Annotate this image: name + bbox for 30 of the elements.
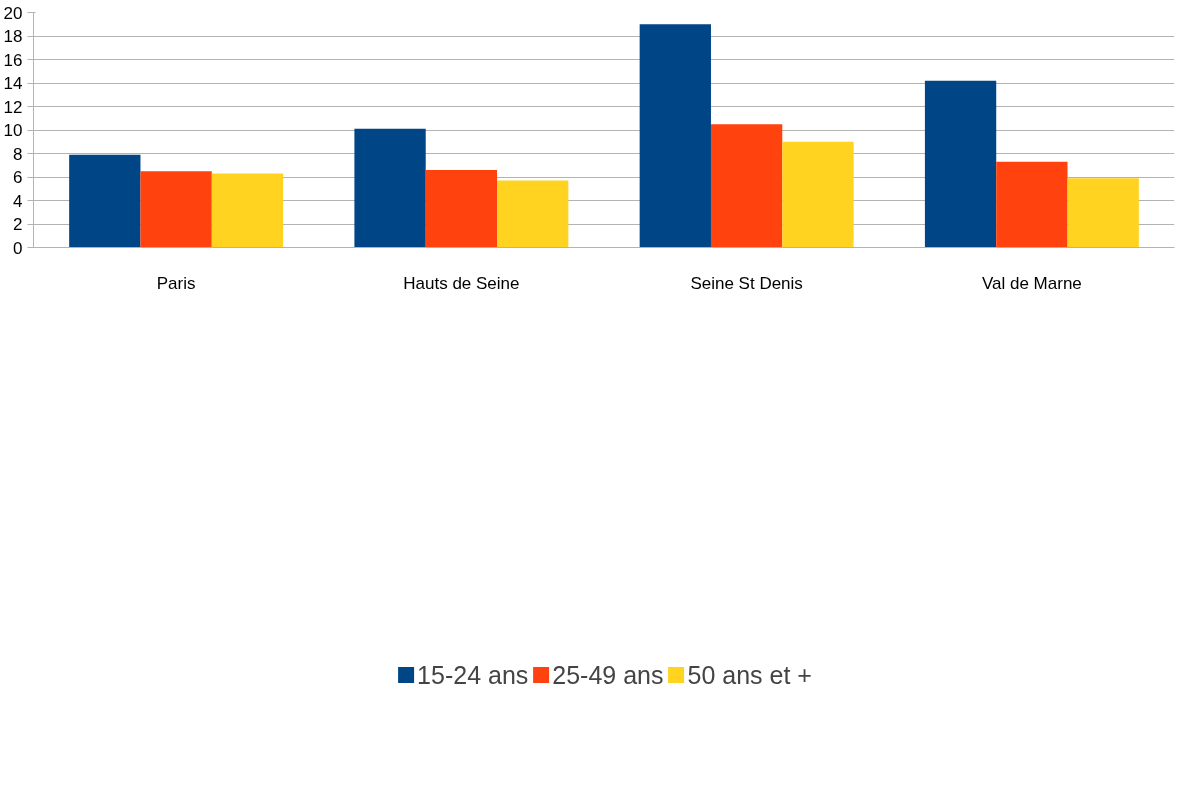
y-tick-label: 0 bbox=[13, 238, 23, 258]
y-tick-label: 8 bbox=[13, 144, 23, 164]
y-tick-label: 18 bbox=[3, 27, 23, 46]
x-tick-label: Hauts de Seine bbox=[403, 273, 520, 293]
bar bbox=[354, 128, 426, 248]
y-tick-label: 12 bbox=[3, 97, 23, 117]
bar bbox=[425, 169, 498, 248]
legend-label: 15-24 ans bbox=[417, 660, 529, 690]
y-tick-label: 14 bbox=[3, 74, 23, 93]
bar bbox=[924, 80, 997, 248]
x-tick-label: Val de Marne bbox=[981, 273, 1082, 293]
x-tick-label: Seine St Denis bbox=[690, 273, 803, 293]
bar bbox=[497, 180, 569, 248]
bar bbox=[782, 141, 854, 248]
bar bbox=[211, 173, 284, 248]
bar bbox=[996, 161, 1068, 248]
y-tick-label: 2 bbox=[13, 215, 23, 234]
bar bbox=[1067, 178, 1139, 248]
y-tick-label: 6 bbox=[13, 168, 23, 187]
bar bbox=[710, 124, 783, 248]
y-tick-label: 10 bbox=[3, 121, 23, 140]
y-tick-label: 20 bbox=[3, 3, 23, 23]
bar bbox=[69, 154, 141, 248]
legend-label: 50 ans et + bbox=[687, 660, 812, 690]
legend-label: 25-49 ans bbox=[552, 660, 664, 690]
bar bbox=[639, 24, 711, 248]
y-tick-label: 16 bbox=[3, 50, 23, 70]
y-tick-label: 4 bbox=[13, 191, 23, 211]
bar bbox=[140, 171, 212, 248]
x-tick-label: Paris bbox=[156, 273, 196, 293]
